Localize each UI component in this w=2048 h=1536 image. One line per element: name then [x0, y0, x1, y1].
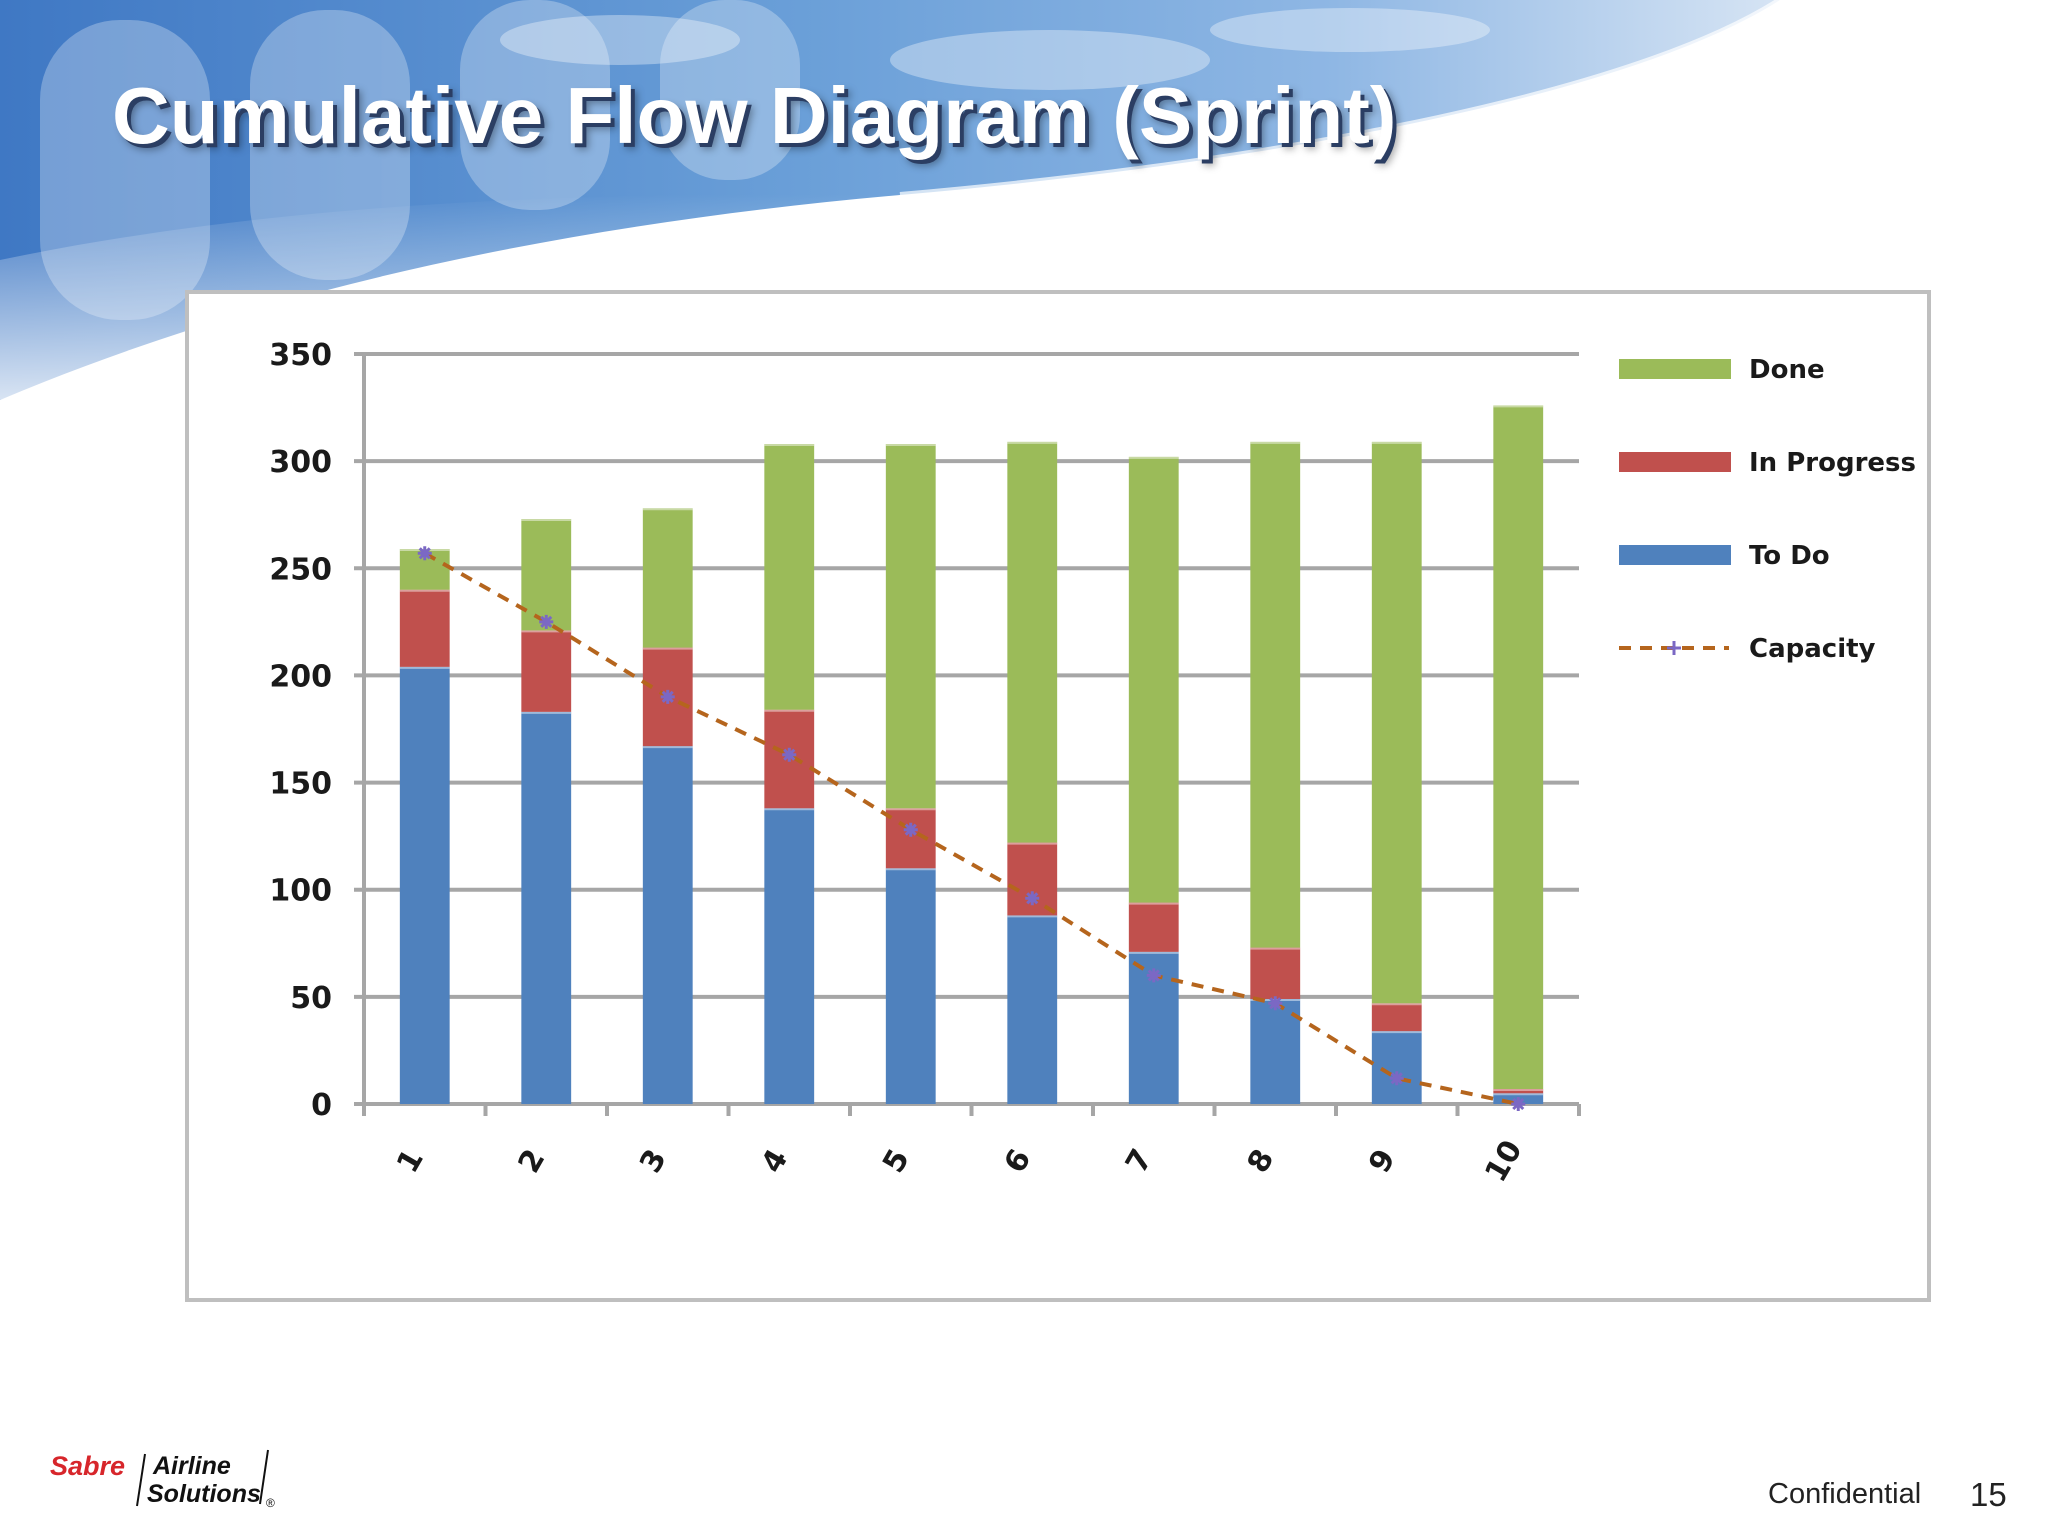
to-do-bar: [642, 746, 693, 1104]
in-progress-bar: [885, 808, 936, 869]
to-do-bar: [1007, 915, 1058, 1104]
legend-label: Capacity: [1749, 634, 1876, 664]
capacity-point: [417, 546, 432, 561]
x-tick-label: 6: [998, 1143, 1039, 1179]
logo-line1: Airline: [152, 1452, 231, 1480]
legend-item-in-progress: In Progress: [1619, 448, 1916, 478]
capacity-point: [539, 614, 554, 629]
done-bar: [885, 444, 936, 809]
capacity-point: [660, 689, 675, 704]
capacity-point: [1146, 968, 1161, 983]
to-do-bar: [1250, 999, 1301, 1104]
done-bar: [1371, 441, 1422, 1004]
in-progress-bar: [1250, 947, 1301, 999]
in-progress-bar: [1371, 1003, 1422, 1032]
to-do-bar: [885, 868, 936, 1104]
done-bar: [1250, 441, 1301, 948]
legend-item-to-do: To Do: [1619, 541, 1830, 571]
x-tick-label: 4: [755, 1143, 796, 1179]
to-do-bar: [764, 808, 815, 1104]
capacity-line: [423, 551, 1519, 1106]
page-number: 15: [1970, 1476, 2007, 1513]
done-bar: [642, 508, 693, 648]
logo-line2: Solutions: [147, 1480, 261, 1508]
x-tick-label: 1: [390, 1143, 431, 1179]
legend-item-done: Done: [1619, 355, 1825, 385]
y-tick-label: 200: [269, 659, 332, 694]
x-tick-label: 8: [1241, 1143, 1282, 1179]
logo-mark: ®: [266, 1496, 275, 1510]
x-tick-label: 9: [1362, 1143, 1403, 1179]
to-do-bar: [399, 666, 450, 1104]
y-tick-label: 50: [290, 981, 332, 1016]
legend-swatch: [1619, 452, 1731, 472]
x-tick-label: 2: [512, 1143, 553, 1179]
capacity-point: [1025, 891, 1040, 906]
in-progress-bar: [399, 589, 450, 667]
in-progress-bar: [1128, 902, 1179, 952]
x-tick-label: 10: [1478, 1134, 1529, 1188]
cumulative-flow-chart: 0 50 100 150 200 250 300 350 1 2 3 4 5 6 7 8 9 10 Done In …: [269, 338, 1916, 1188]
capacity-point: [782, 747, 797, 762]
legend-marker: [1667, 641, 1681, 655]
sky-banner: [0, 0, 1782, 400]
y-tick-label: 100: [269, 874, 332, 909]
legend-swatch: [1619, 359, 1731, 379]
y-tick-label: 350: [269, 338, 332, 373]
in-progress-bar: [521, 630, 572, 712]
done-bar: [1128, 456, 1179, 903]
logo-brand: Sabre: [50, 1451, 125, 1481]
capacity-point: [1268, 996, 1283, 1011]
capacity-line-layer: [417, 546, 1526, 1111]
y-tick-label: 150: [269, 767, 332, 802]
done-bar: [1493, 405, 1544, 1089]
x-tick-label: 7: [1119, 1143, 1160, 1179]
confidential-label: Confidential: [1768, 1478, 1922, 1510]
x-tick-label: 3: [633, 1143, 674, 1179]
to-do-bar: [1371, 1031, 1422, 1104]
done-bar: [764, 444, 815, 710]
legend: Done In Progress To Do Capacity: [1619, 355, 1916, 664]
legend-label: Done: [1749, 355, 1825, 385]
done-bar: [521, 519, 572, 631]
in-progress-bar: [1493, 1089, 1544, 1094]
capacity-point: [903, 822, 918, 837]
to-do-bar: [521, 711, 572, 1104]
y-tick-label: 300: [269, 445, 332, 480]
slide-title: Cumulative Flow Diagram (Sprint): [112, 71, 1397, 160]
capacity-point: [1389, 1071, 1404, 1086]
done-bar: [1007, 441, 1058, 843]
y-tick-label: 0: [311, 1088, 332, 1123]
legend-swatch: [1619, 545, 1731, 565]
chart-frame: 0 50 100 150 200 250 300 350 1 2 3 4 5 6 7 8 9 10 Done In …: [185, 290, 1931, 1302]
sabre-logo: Sabre Airline Solutions ®: [50, 1449, 275, 1510]
legend-label: To Do: [1749, 541, 1830, 571]
y-tick-label: 250: [269, 552, 332, 587]
capacity-point: [1511, 1097, 1526, 1111]
x-tick-label: 5: [876, 1143, 917, 1179]
bars: [399, 405, 1544, 1104]
legend-item-capacity: Capacity: [1619, 634, 1876, 664]
legend-label: In Progress: [1749, 448, 1916, 478]
